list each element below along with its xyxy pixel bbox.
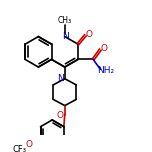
Text: CH₃: CH₃	[58, 16, 72, 25]
Text: O: O	[86, 30, 93, 39]
Text: O: O	[25, 140, 32, 149]
Text: N: N	[62, 32, 69, 41]
Text: N: N	[57, 74, 64, 83]
Text: CF₃: CF₃	[13, 145, 27, 152]
Text: O: O	[100, 44, 107, 53]
Text: O: O	[57, 111, 64, 120]
Text: NH₂: NH₂	[97, 66, 114, 75]
